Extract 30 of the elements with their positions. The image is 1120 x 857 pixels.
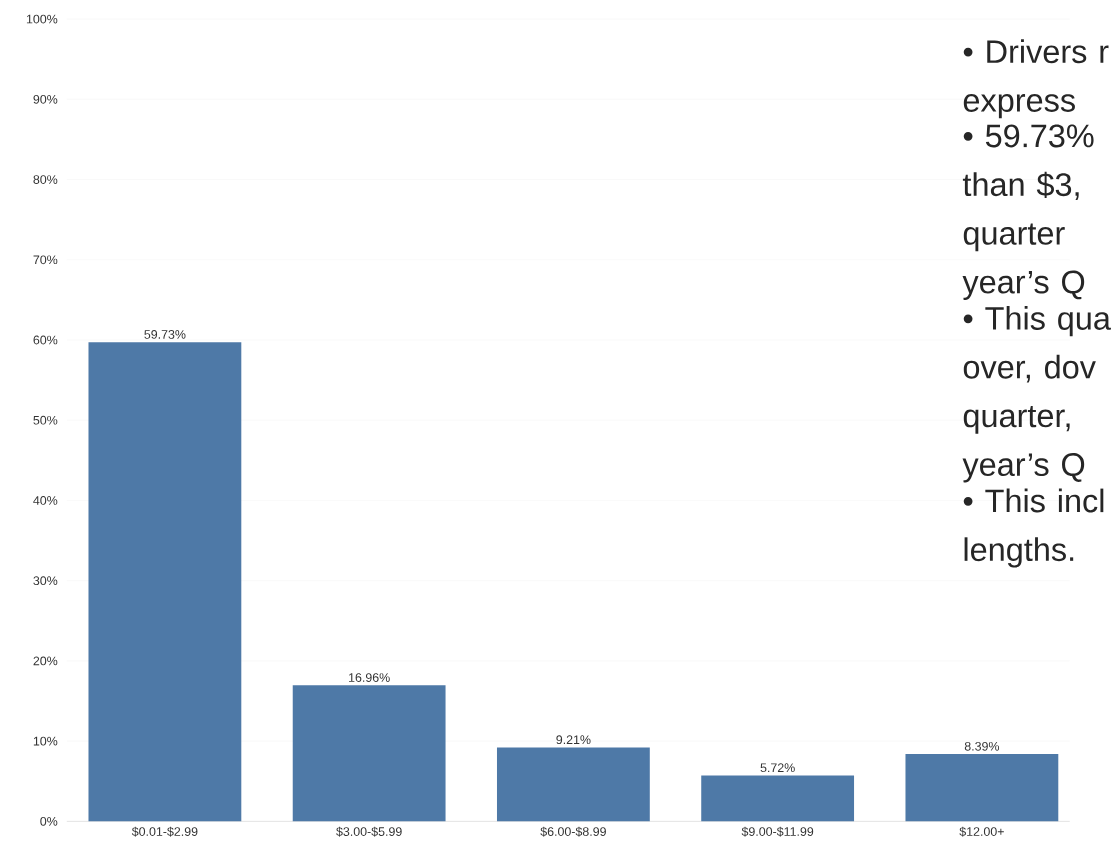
data-label: 59.73%: [144, 330, 186, 339]
y-tick-label: 100%: [26, 14, 58, 24]
annotation: • Drivers r express: [963, 39, 1109, 119]
annotation: • 59.73% than $3, quarter year’s Q: [962, 124, 1094, 301]
annotation: • This qua over, dov quarter, year’s Q: [962, 306, 1111, 483]
data-label: 5.72%: [760, 763, 795, 773]
x-tick-label: $0.01-$2.99: [131, 826, 198, 837]
data-label: 9.21%: [556, 735, 591, 745]
bar: [292, 685, 446, 822]
y-tick-label: 70%: [33, 255, 58, 265]
y-tick-label: 10%: [33, 736, 58, 746]
y-tick-label: 0%: [40, 817, 58, 826]
x-tick-label: $9.00-$11.99: [741, 826, 814, 837]
y-tick-label: 20%: [33, 656, 58, 666]
bar: [496, 747, 650, 822]
data-label: 8.39%: [964, 742, 1000, 751]
y-tick-label: 30%: [33, 576, 58, 586]
data-label: 16.96%: [349, 673, 390, 683]
x-tick-label: $6.00-$8.99: [540, 826, 606, 837]
y-tick-label: 50%: [33, 415, 58, 425]
x-tick-label: $12.00+: [959, 826, 1004, 837]
y-tick-label: 90%: [33, 95, 58, 104]
y-tick-label: 60%: [33, 335, 58, 345]
x-tick-label: $3.00-$5.99: [336, 826, 402, 837]
bar: [88, 342, 242, 822]
annotation: • This incl lengths.: [963, 488, 1104, 568]
bar: [701, 775, 855, 822]
bar: [905, 754, 1059, 822]
y-tick-label: 80%: [33, 175, 58, 185]
y-tick-label: 40%: [33, 496, 58, 505]
